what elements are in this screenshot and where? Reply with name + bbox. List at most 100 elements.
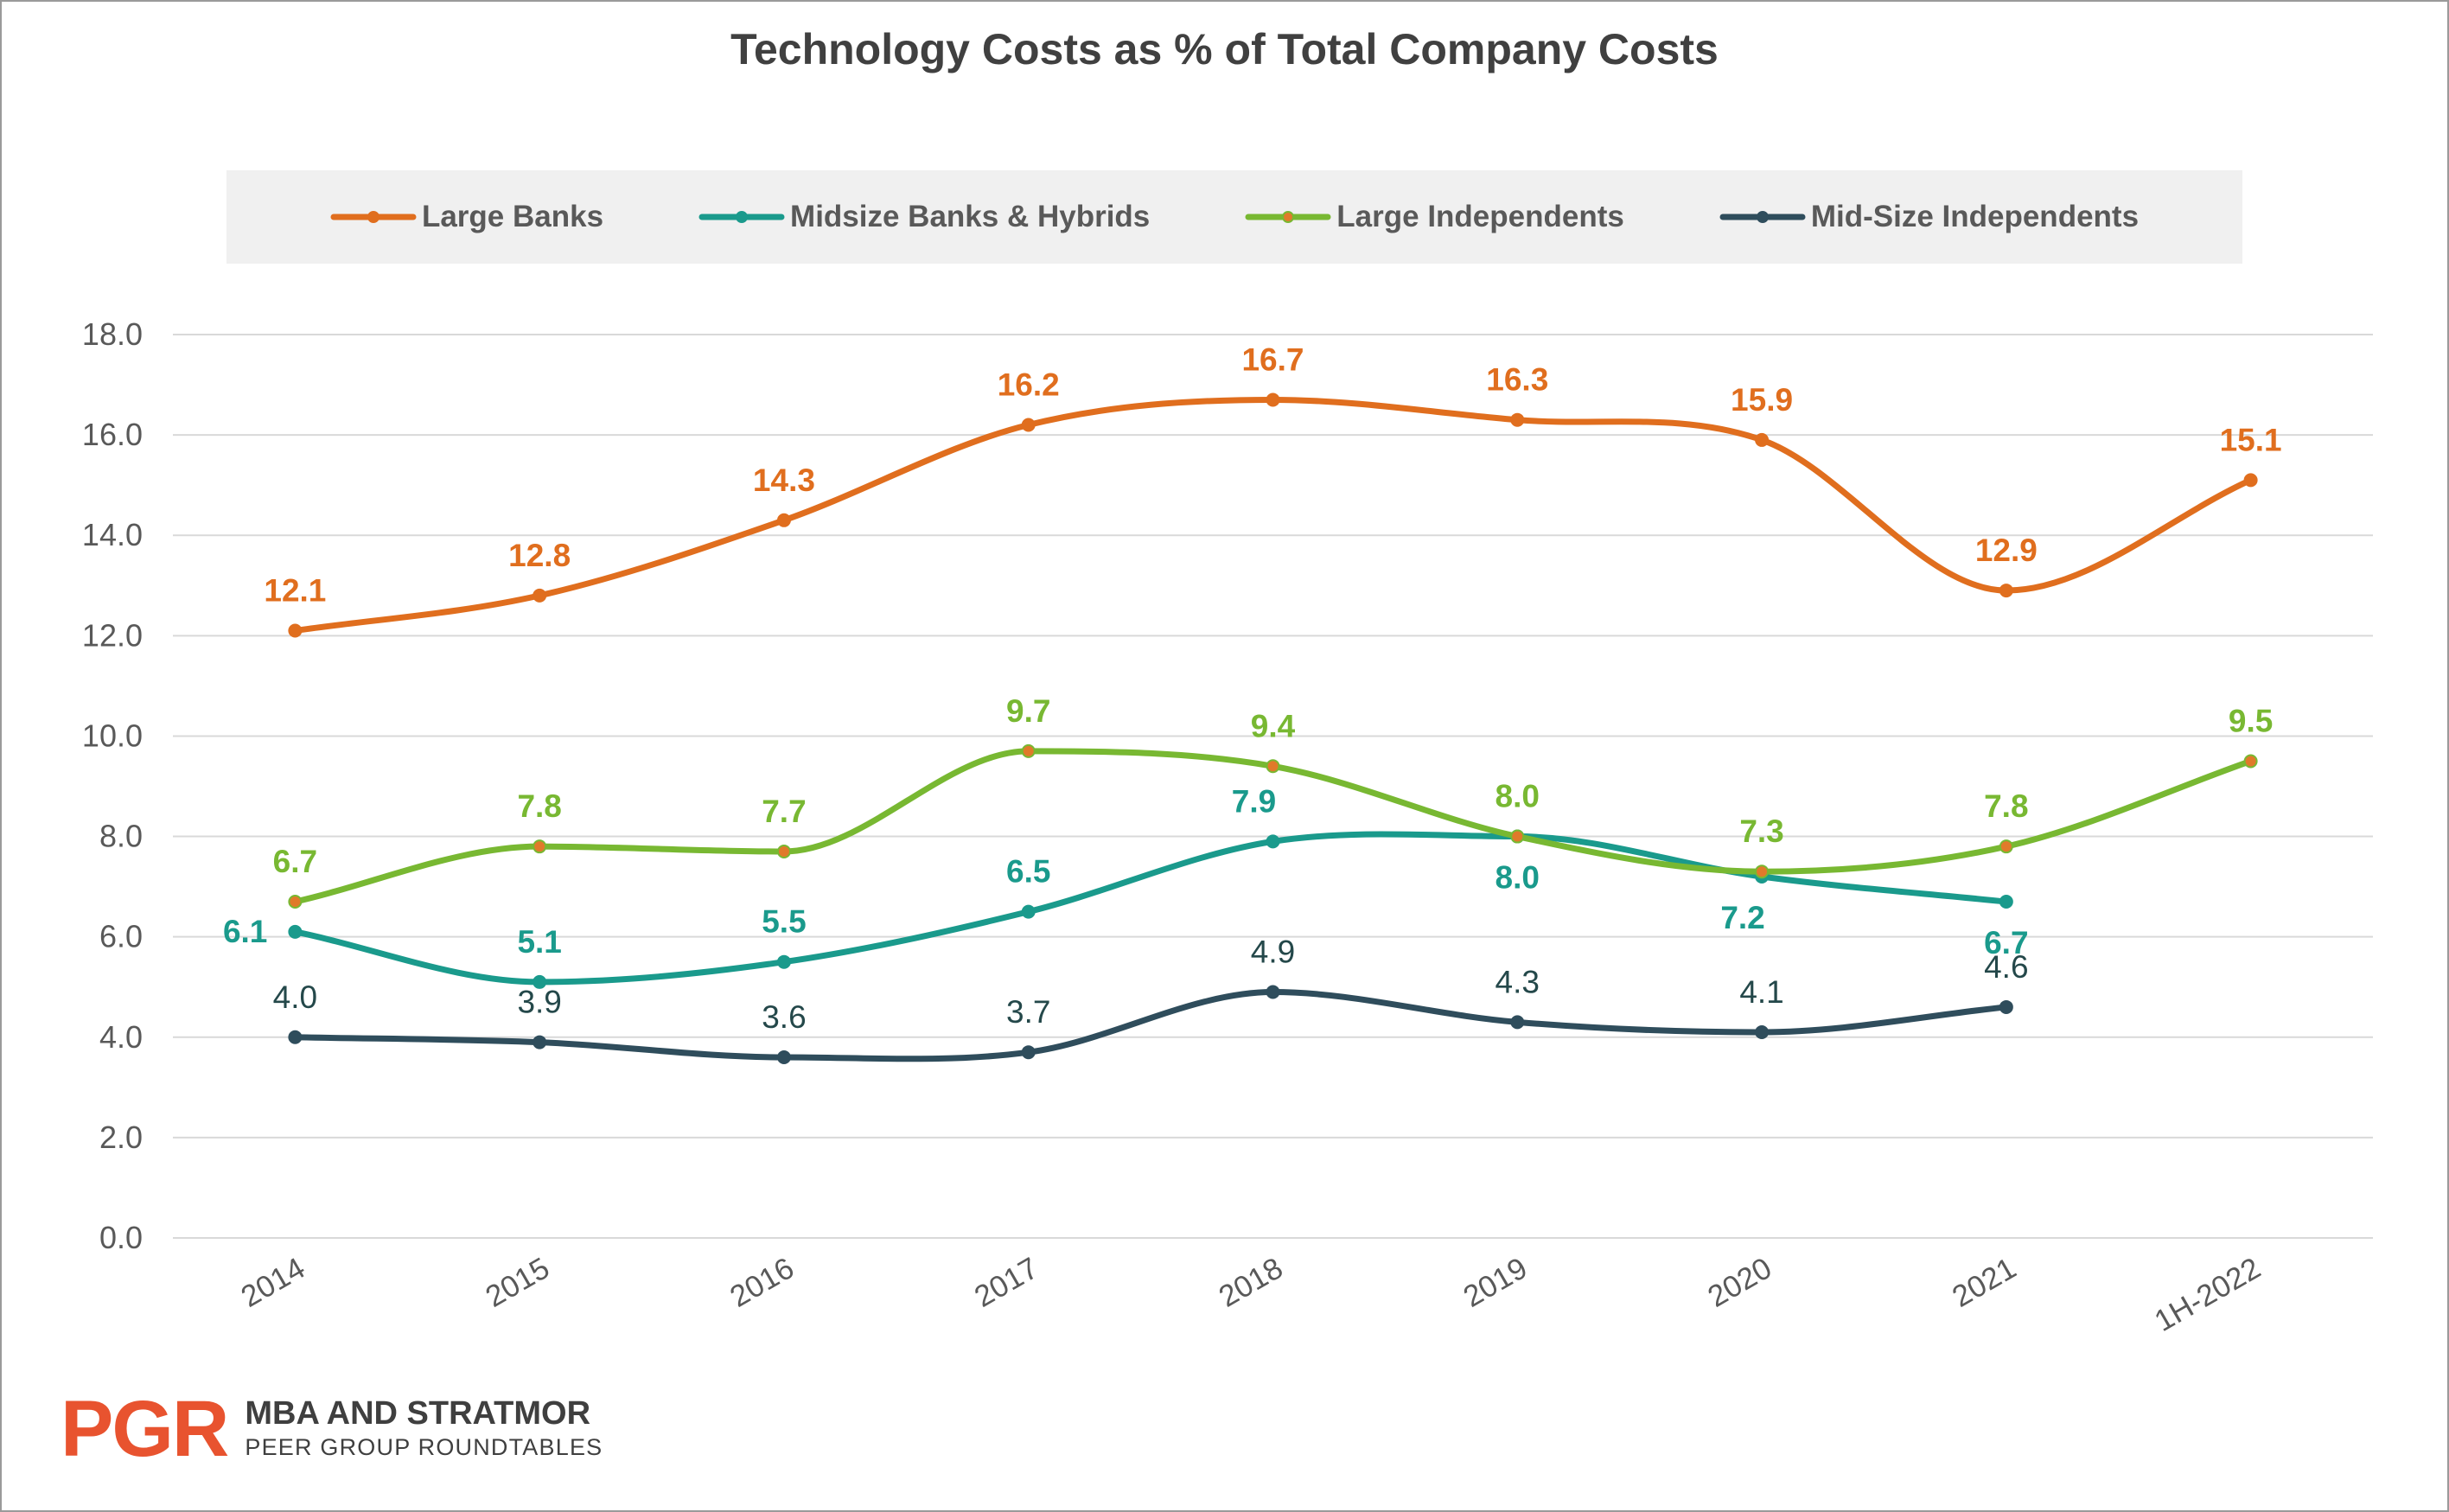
data-point: [1999, 584, 2013, 598]
data-label: 5.5: [762, 904, 806, 940]
data-point: [1755, 432, 1770, 447]
legend-swatch-marker: [1282, 211, 1295, 223]
y-tick-label: 2.0: [99, 1120, 143, 1155]
legend-item: Midsize Banks & Hybrids: [698, 200, 1150, 234]
x-tick-label: 2020: [1702, 1251, 1777, 1314]
legend-swatch: [1245, 211, 1331, 223]
data-label: 15.9: [1731, 382, 1793, 418]
x-tick-label: 2021: [1947, 1251, 2022, 1314]
pgr-logo: PGR MBA AND STRATMOR PEER GROUP ROUNDTAB…: [61, 1385, 603, 1473]
x-tick-label: 2015: [480, 1251, 555, 1314]
y-tick-label: 12.0: [82, 617, 143, 653]
data-label: 7.8: [517, 788, 561, 824]
series-large-independents: 6.7 7.8 7.7 9.7 9.4 8.0 7.3 7.8 9.5: [273, 693, 2273, 909]
legend-label: Large Independents: [1336, 200, 1624, 233]
series-line: [291, 396, 2254, 635]
data-label: 12.8: [508, 538, 571, 573]
data-label: 8.0: [1496, 779, 1540, 814]
data-point: [2243, 754, 2258, 769]
data-point: [1755, 864, 1770, 879]
y-tick-label: 6.0: [99, 919, 143, 954]
data-label: 9.5: [2229, 703, 2273, 738]
data-label: 8.0: [1496, 860, 1540, 896]
data-label: 16.3: [1486, 362, 1548, 398]
data-label: 5.1: [517, 924, 561, 960]
data-label: 4.0: [273, 979, 317, 1015]
y-tick-label: 16.0: [82, 417, 143, 452]
x-tick-label: 1H-2022: [2149, 1251, 2267, 1338]
data-point: [288, 895, 303, 909]
y-tick-label: 8.0: [99, 819, 143, 854]
data-point: [1510, 1015, 1525, 1030]
gridlines: [173, 334, 2373, 1239]
data-label: 6.7: [1984, 925, 2028, 960]
chart-legend: Large Banks Midsize Banks & Hybrids Large …: [226, 170, 2242, 264]
data-label: 12.9: [1975, 533, 2038, 568]
legend-swatch: [1719, 211, 1806, 223]
data-point: [1021, 743, 1036, 758]
data-point: [1021, 418, 1036, 432]
y-tick-label: 18.0: [82, 316, 143, 352]
series-line: [291, 748, 2254, 905]
x-tick-label: 2018: [1214, 1251, 1289, 1314]
data-point: [1266, 759, 1280, 774]
data-label: 7.8: [1984, 788, 2028, 824]
x-tick-label: 2017: [969, 1251, 1044, 1314]
data-point: [776, 954, 791, 969]
data-label: 6.5: [1006, 854, 1050, 890]
data-point: [1021, 1045, 1036, 1060]
y-tick-label: 14.0: [82, 517, 143, 552]
data-label: 6.7: [273, 844, 317, 879]
data-label: 12.1: [264, 573, 326, 609]
data-point: [1266, 834, 1280, 849]
data-label: 4.9: [1251, 935, 1295, 970]
legend-label: Mid-Size Independents: [1810, 200, 2140, 233]
data-label: 15.1: [2220, 422, 2282, 457]
series-mid-size-independents: 4.0 3.9 3.6 3.7 4.9 4.3 4.1 4.6: [273, 935, 2029, 1064]
data-point: [1510, 829, 1525, 844]
pgr-logo-line2: PEER GROUP ROUNDTABLES: [245, 1434, 603, 1461]
data-point: [288, 1030, 303, 1044]
data-point: [533, 839, 547, 854]
legend-swatch: [698, 211, 785, 223]
data-point: [2243, 473, 2258, 488]
data-point: [533, 1035, 547, 1049]
data-label: 7.3: [1739, 813, 1783, 849]
series-large-banks: 12.1 12.8 14.3 16.2 16.7 16.3 15.9 12.9 15.1: [264, 341, 2282, 638]
data-label: 4.1: [1739, 974, 1783, 1010]
x-tick-label: 2019: [1457, 1251, 1533, 1314]
data-label: 3.7: [1006, 994, 1050, 1030]
data-label: 7.9: [1232, 783, 1276, 819]
legend-item: Large Banks: [330, 200, 603, 234]
y-tick-label: 10.0: [82, 718, 143, 753]
pgr-logo-text: MBA AND STRATMOR PEER GROUP ROUNDTABLES: [245, 1395, 603, 1464]
legend-swatch-marker: [736, 211, 749, 223]
data-point: [776, 513, 791, 527]
x-tick-label: 2014: [235, 1251, 310, 1314]
data-label: 3.6: [762, 999, 806, 1035]
data-point: [776, 844, 791, 858]
legend-swatch-marker: [1756, 211, 1769, 223]
legend-item: Mid-Size Independents: [1719, 200, 2139, 234]
data-label: 7.7: [762, 794, 806, 829]
legend-label: Midsize Banks & Hybrids: [790, 200, 1151, 233]
data-label: 7.2: [1720, 900, 1764, 935]
data-point: [533, 588, 547, 603]
y-tick-label: 4.0: [99, 1019, 143, 1055]
data-label: 3.9: [517, 985, 561, 1020]
data-point: [1755, 1024, 1770, 1039]
data-point: [1266, 392, 1280, 407]
data-point: [1999, 839, 2013, 854]
legend-swatch-marker: [367, 211, 379, 223]
data-label: 16.2: [998, 367, 1060, 403]
pgr-logo-mark: PGR: [61, 1385, 229, 1473]
data-point: [1266, 985, 1280, 999]
data-label: 4.6: [1984, 949, 2028, 985]
legend-label: Large Banks: [421, 200, 604, 233]
data-label: 9.7: [1006, 693, 1050, 729]
data-label: 4.3: [1496, 964, 1540, 999]
x-tick-label: 2016: [724, 1251, 800, 1314]
data-point: [1021, 904, 1036, 919]
data-point: [1510, 412, 1525, 427]
